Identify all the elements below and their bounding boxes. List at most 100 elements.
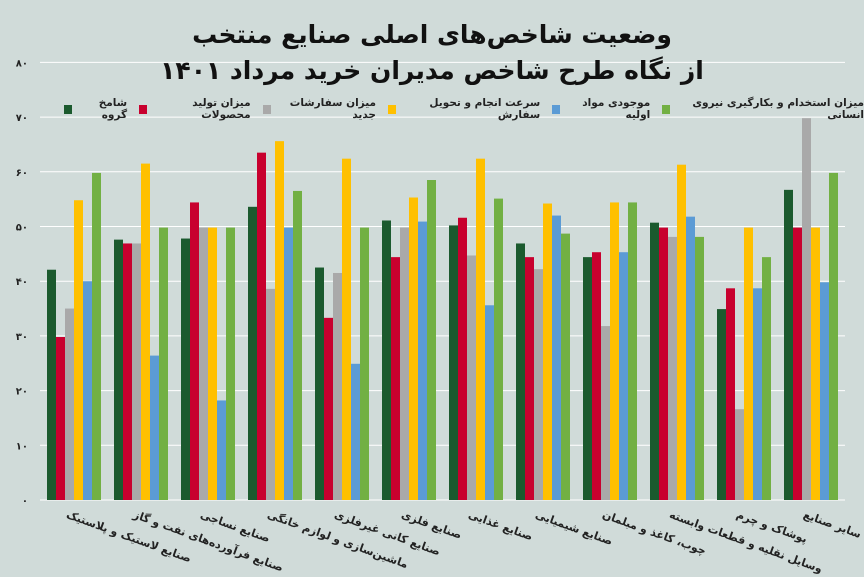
bar [525,257,534,500]
bar [92,172,101,501]
bar [601,326,610,500]
bar [342,158,351,500]
bar [695,236,704,500]
bar [226,227,235,500]
bar [150,355,159,500]
legend-item: میزان استخدام و بکارگیری نیروی انسانی [662,97,864,121]
bar [360,227,369,500]
bar [476,158,485,500]
bar [829,172,838,501]
bar [382,220,391,500]
bar [47,269,56,500]
y-tick-label: ۵۰ [16,223,28,234]
bar [418,221,427,500]
legend-item: سرعت انجام و تحویل سفارش [388,97,540,121]
y-tick-label: ۸۰ [16,58,28,69]
legend-label: موجودی مواد اولیه [582,97,651,121]
bar [74,200,83,500]
bar [409,197,418,500]
bar [762,257,771,500]
bar [619,252,628,500]
legend-swatch [388,104,397,114]
bar [485,305,494,500]
chart-title: وضعیت شاخص‌های اصلی صنایع منتخب [192,20,672,49]
bar [266,288,275,500]
bar [610,202,619,500]
bar [114,239,123,501]
bar [735,409,744,500]
bar [275,141,284,500]
y-tick-label: ۷۰ [16,113,28,124]
bar [293,190,302,500]
bar [467,255,476,500]
bar [534,269,543,500]
bar [257,152,266,500]
legend-swatch [662,104,671,114]
bar [543,203,552,500]
bar [784,189,793,500]
bar [449,225,458,500]
bar [217,400,226,500]
bar [123,243,132,500]
bar [56,336,65,500]
y-tick-label: ۱۰ [16,441,28,452]
bar [650,222,659,500]
bar [65,308,74,500]
legend-swatch [64,104,73,114]
bar [132,243,141,500]
bar [686,216,695,501]
legend-label: میزان تولید محصولات [192,97,251,121]
legend-item: موجودی مواد اولیه [552,97,650,121]
chart-subtitle: از نگاه طرح شاخص مدیران خرید مرداد ۱۴۰۱ [160,56,704,85]
bar [284,227,293,500]
bar [83,281,92,500]
bar [802,118,811,500]
bar [141,163,150,500]
bar [248,206,257,501]
legend: شامخ گروه میزان تولید محصولات میزان سفارشا… [64,97,864,121]
bar [199,227,208,500]
bar [400,227,409,500]
y-tick-label: ۴۰ [16,277,28,288]
bar [324,317,333,500]
bar [753,288,762,500]
legend-label: شامخ گروه [98,97,128,121]
bar [820,282,829,500]
bar [333,272,342,500]
bar [159,227,168,500]
bar [717,309,726,500]
y-tick-label: ۰ [22,496,28,507]
bar [494,198,503,500]
bar [516,243,525,500]
bar [583,257,592,500]
bar [427,180,436,500]
bar [315,267,324,500]
y-tick-label: ۲۰ [16,387,28,398]
legend-label: میزان سفارشات جدید [289,97,376,121]
bar [190,202,199,500]
bar [668,236,677,500]
legend-swatch [552,104,561,114]
bar [351,363,360,500]
bar [552,215,561,500]
bar [561,233,570,500]
bar [458,217,467,501]
legend-item: میزان تولید محصولات [139,97,251,121]
bar [793,227,802,500]
bar [208,227,217,500]
bar [391,257,400,500]
legend-item: میزان سفارشات جدید [262,97,376,121]
bar [744,227,753,500]
bar [659,227,668,500]
bar [811,227,820,500]
bar [592,252,601,500]
legend-label: سرعت انجام و تحویل سفارش [429,97,541,121]
bar [628,202,637,500]
legend-label: میزان استخدام و بکارگیری نیروی انسانی [692,97,864,121]
y-tick-label: ۶۰ [16,168,28,179]
y-tick-label: ۳۰ [16,332,28,343]
legend-swatch [139,104,148,114]
legend-item: شامخ گروه [64,97,127,121]
bar [181,238,190,500]
